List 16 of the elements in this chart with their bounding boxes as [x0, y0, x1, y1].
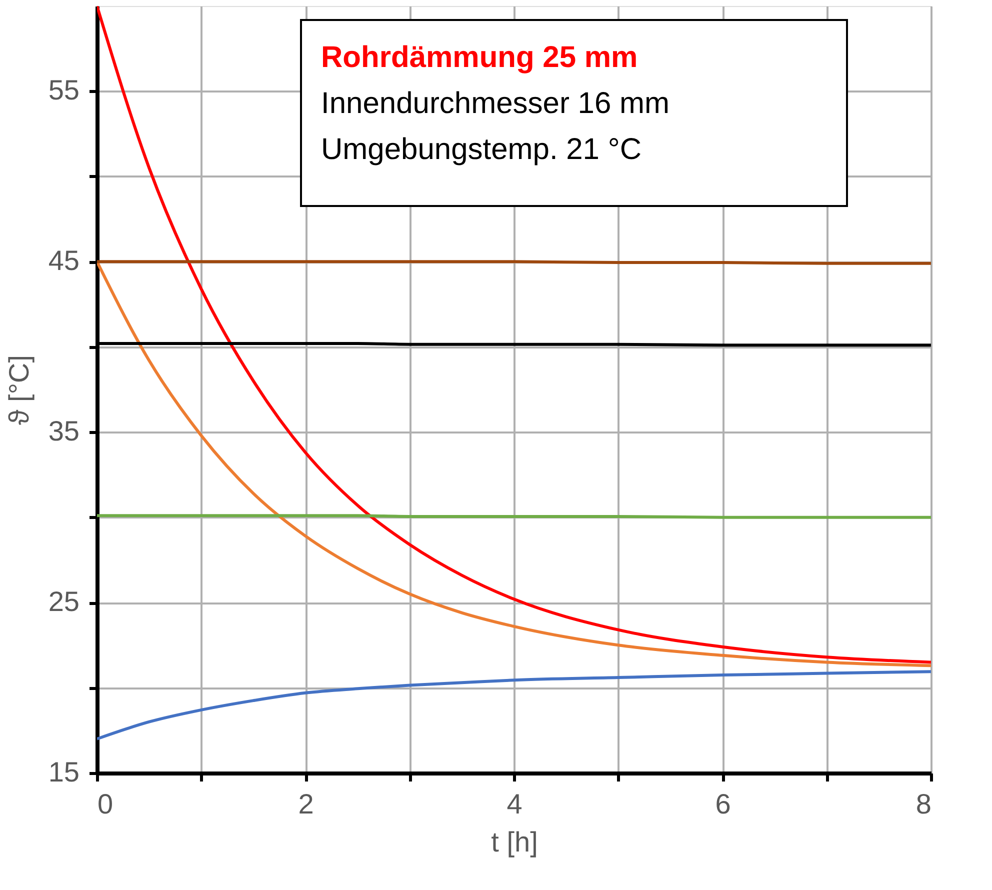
y-tick-label: 15: [48, 756, 80, 788]
x-tick-label: 0: [98, 788, 114, 820]
y-axis-title: ϑ [°C]: [3, 354, 34, 426]
y-tick-label: 45: [48, 245, 80, 276]
x-axis-title: t [h]: [491, 826, 538, 858]
x-tick-label: 8: [916, 788, 932, 820]
y-tick-label: 25: [48, 586, 80, 618]
x-tick-label: 4: [506, 788, 522, 820]
y-tick-label: 35: [48, 416, 80, 447]
x-tick-label: 2: [298, 788, 314, 820]
y-tick-label: 55: [48, 74, 80, 106]
annotation: Umgebungstemp. 21 °C: [321, 133, 642, 166]
line-series: [97, 670, 931, 740]
x-tick-label: 6: [715, 788, 731, 820]
annotation: Rohrdämmung 25 mm: [321, 41, 638, 74]
annotation: Innendurchmesser 16 mm: [321, 87, 670, 120]
